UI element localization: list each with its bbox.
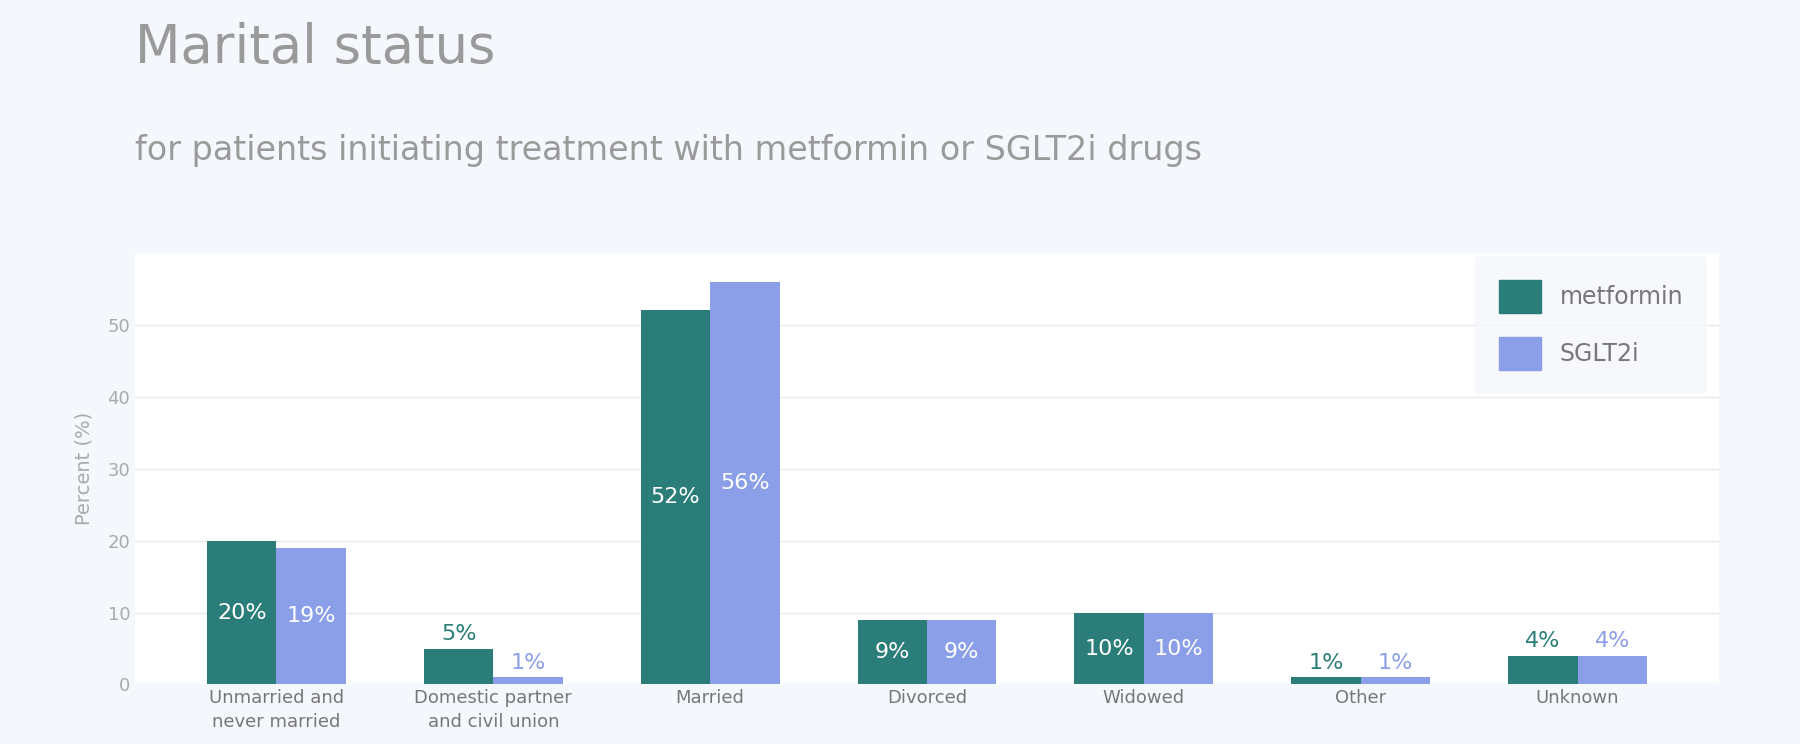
Text: 10%: 10% — [1084, 638, 1134, 658]
Bar — [927, 620, 997, 684]
Bar — [277, 548, 346, 684]
Bar — [493, 677, 563, 684]
Bar — [857, 620, 927, 684]
Text: 4%: 4% — [1595, 632, 1631, 652]
Legend: metformin, SGLT2i: metformin, SGLT2i — [1474, 256, 1706, 394]
Y-axis label: Percent (%): Percent (%) — [74, 412, 94, 525]
Bar — [711, 282, 779, 684]
Bar — [1508, 655, 1577, 684]
Bar — [1577, 655, 1647, 684]
Text: 5%: 5% — [441, 624, 477, 644]
Text: 1%: 1% — [1309, 653, 1345, 673]
Bar — [1143, 612, 1213, 684]
Text: 4%: 4% — [1525, 632, 1561, 652]
Bar — [1291, 677, 1361, 684]
Text: 9%: 9% — [943, 642, 979, 662]
Bar — [1361, 677, 1431, 684]
Text: 20%: 20% — [216, 603, 266, 623]
Text: 10%: 10% — [1154, 638, 1204, 658]
Text: 9%: 9% — [875, 642, 911, 662]
Text: 1%: 1% — [509, 653, 545, 673]
Text: Marital status: Marital status — [135, 22, 495, 74]
Text: 19%: 19% — [286, 606, 337, 626]
Text: for patients initiating treatment with metformin or SGLT2i drugs: for patients initiating treatment with m… — [135, 134, 1202, 167]
Bar — [423, 649, 493, 684]
Text: 1%: 1% — [1377, 653, 1413, 673]
Bar — [207, 541, 277, 684]
Bar — [641, 310, 711, 684]
Text: 56%: 56% — [720, 473, 770, 493]
Bar — [1075, 612, 1143, 684]
Text: 52%: 52% — [650, 487, 700, 507]
